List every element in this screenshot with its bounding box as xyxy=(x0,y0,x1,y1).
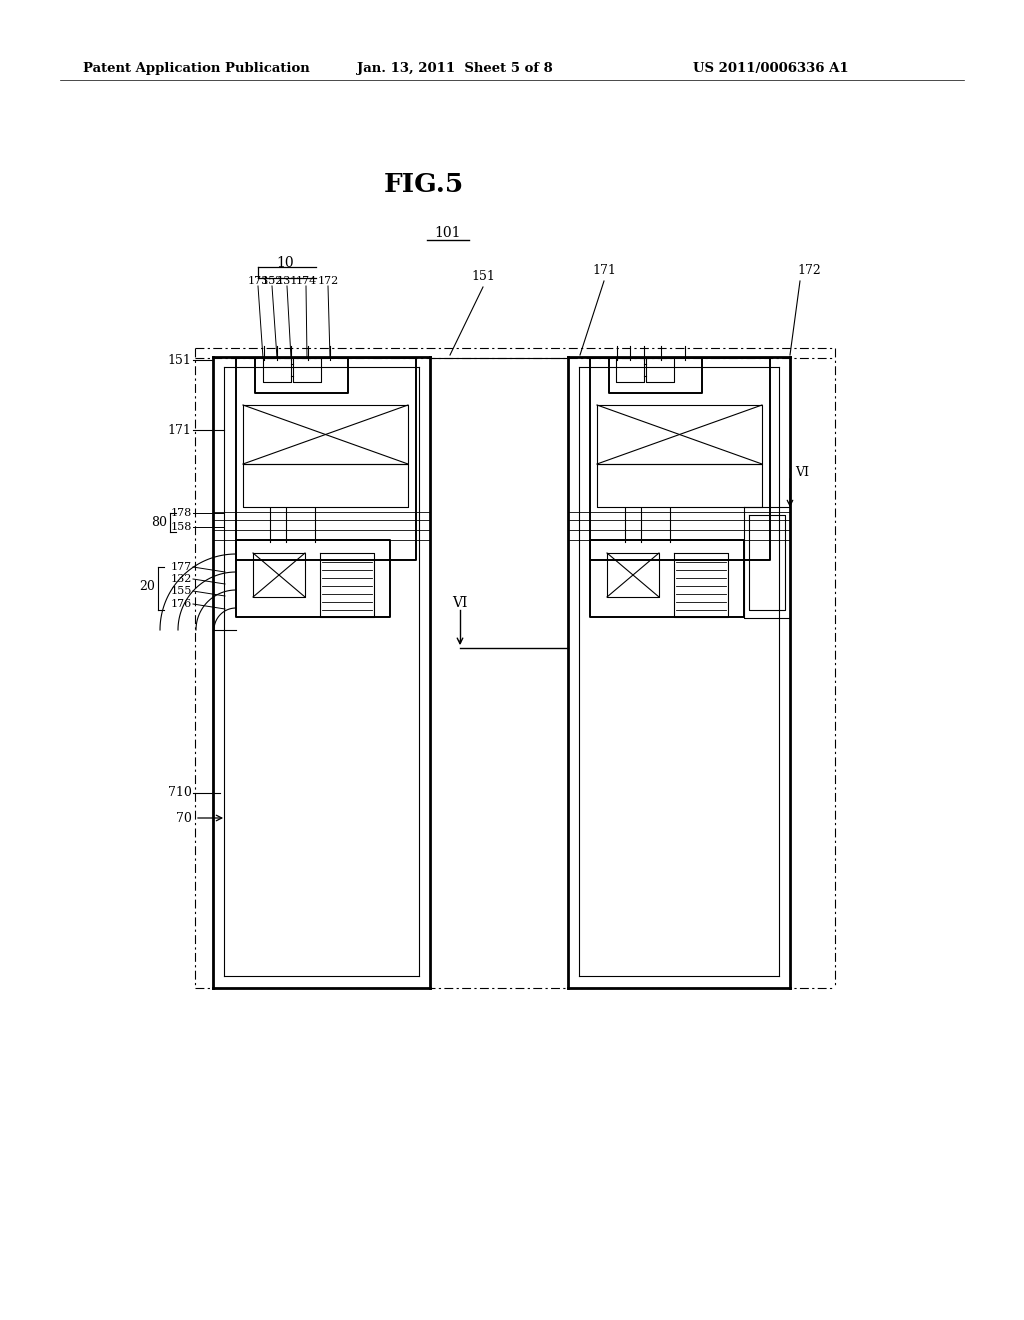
Text: 80: 80 xyxy=(151,516,167,528)
Text: 132: 132 xyxy=(171,574,193,583)
Text: 10: 10 xyxy=(276,256,294,271)
Text: 131: 131 xyxy=(276,276,298,286)
Text: 158: 158 xyxy=(171,521,193,532)
Text: 155: 155 xyxy=(171,586,193,597)
Text: 710: 710 xyxy=(168,787,193,800)
Text: VI: VI xyxy=(795,466,809,479)
Text: US 2011/0006336 A1: US 2011/0006336 A1 xyxy=(693,62,849,75)
Text: Patent Application Publication: Patent Application Publication xyxy=(83,62,309,75)
Text: 101: 101 xyxy=(435,226,461,240)
Text: FIG.5: FIG.5 xyxy=(384,172,464,197)
Text: 172: 172 xyxy=(317,276,339,286)
Text: 151: 151 xyxy=(167,354,191,367)
Text: 20: 20 xyxy=(139,581,155,594)
Text: 171: 171 xyxy=(592,264,616,277)
Text: VI: VI xyxy=(453,597,468,610)
Text: 176: 176 xyxy=(171,599,193,609)
Text: 171: 171 xyxy=(167,424,191,437)
Text: 174: 174 xyxy=(295,276,316,286)
Text: Jan. 13, 2011  Sheet 5 of 8: Jan. 13, 2011 Sheet 5 of 8 xyxy=(357,62,553,75)
Text: 173: 173 xyxy=(248,276,268,286)
Text: 152: 152 xyxy=(261,276,283,286)
Text: 177: 177 xyxy=(171,562,193,572)
Text: 151: 151 xyxy=(471,271,495,282)
Text: 172: 172 xyxy=(797,264,821,277)
Text: 178: 178 xyxy=(171,508,193,517)
Text: 70: 70 xyxy=(176,812,193,825)
